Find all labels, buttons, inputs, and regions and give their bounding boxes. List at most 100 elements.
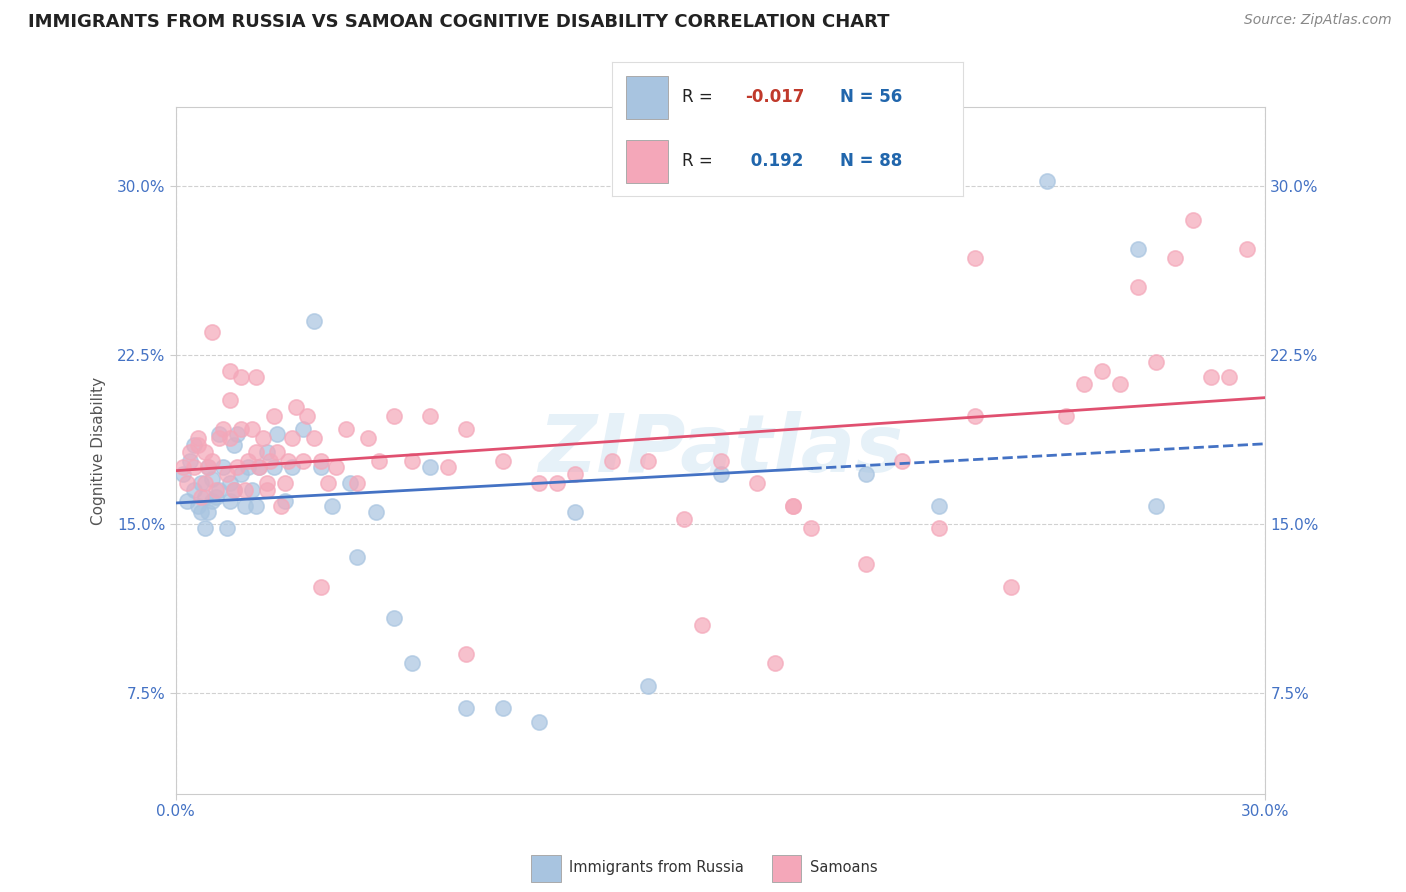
Point [231, 370, 253, 384]
Point [763, 657, 786, 671]
Point [212, 460, 235, 475]
Point [183, 438, 205, 452]
Point [263, 409, 285, 423]
Point [291, 422, 314, 436]
Point [256, 483, 278, 497]
Point [194, 521, 217, 535]
Point [1128, 242, 1150, 256]
Point [1054, 409, 1077, 423]
Text: 0.192: 0.192 [745, 153, 804, 170]
Point [190, 490, 212, 504]
Point [245, 444, 267, 458]
Point [222, 483, 245, 497]
Point [492, 701, 515, 715]
Point [928, 499, 950, 513]
Point [456, 701, 478, 715]
Point [855, 557, 877, 571]
Text: N = 88: N = 88 [841, 153, 903, 170]
Point [346, 550, 368, 565]
Point [928, 521, 950, 535]
Point [284, 400, 307, 414]
Point [564, 467, 586, 482]
Point [183, 483, 205, 497]
Point [190, 505, 212, 519]
Point [259, 453, 281, 467]
Point [179, 444, 201, 458]
Point [176, 494, 198, 508]
Text: R =: R = [682, 88, 718, 106]
Point [527, 714, 550, 729]
Point [215, 467, 238, 482]
Text: R =: R = [682, 153, 718, 170]
Point [401, 453, 423, 467]
Bar [626, 76, 668, 119]
Point [245, 370, 267, 384]
Point [546, 476, 568, 491]
Text: -0.017: -0.017 [745, 88, 804, 106]
Point [240, 422, 263, 436]
Point [368, 453, 391, 467]
Point [302, 314, 325, 328]
Text: Source: ZipAtlas.com: Source: ZipAtlas.com [1244, 13, 1392, 28]
Point [197, 460, 219, 475]
Point [201, 453, 224, 467]
Point [222, 438, 245, 452]
Point [277, 453, 299, 467]
Point [204, 490, 226, 504]
Point [194, 490, 217, 504]
Point [1146, 499, 1168, 513]
Point [256, 444, 278, 458]
Text: Samoans: Samoans [810, 860, 877, 875]
Point [437, 460, 460, 475]
Point [527, 476, 550, 491]
Point [263, 460, 285, 475]
Point [172, 460, 194, 475]
Point [710, 467, 733, 482]
Point [710, 453, 733, 467]
Point [172, 467, 194, 482]
Point [240, 483, 263, 497]
Point [1146, 354, 1168, 368]
Point [238, 453, 260, 467]
Point [1163, 251, 1185, 265]
Point [782, 499, 804, 513]
Point [325, 460, 347, 475]
Text: IMMIGRANTS FROM RUSSIA VS SAMOAN COGNITIVE DISABILITY CORRELATION CHART: IMMIGRANTS FROM RUSSIA VS SAMOAN COGNITI… [28, 13, 890, 31]
Point [197, 505, 219, 519]
Point [219, 476, 242, 491]
Point [231, 422, 253, 436]
Point [318, 476, 340, 491]
Point [456, 647, 478, 661]
Point [197, 460, 219, 475]
Point [339, 476, 361, 491]
Point [963, 251, 986, 265]
Point [309, 580, 332, 594]
Point [190, 476, 212, 491]
Point [226, 460, 249, 475]
Point [219, 431, 242, 445]
Point [256, 476, 278, 491]
Point [231, 467, 253, 482]
Point [963, 409, 986, 423]
Point [800, 521, 823, 535]
Point [302, 431, 325, 445]
Point [419, 409, 441, 423]
Point [1218, 370, 1240, 384]
Point [891, 453, 914, 467]
Point [194, 444, 217, 458]
Point [600, 453, 623, 467]
Point [782, 499, 804, 513]
Point [637, 453, 659, 467]
Point [1073, 377, 1095, 392]
Point [692, 618, 714, 632]
Point [357, 431, 380, 445]
Point [364, 505, 387, 519]
Point [208, 483, 231, 497]
Point [215, 521, 238, 535]
Point [204, 483, 226, 497]
Point [201, 325, 224, 339]
Point [1091, 363, 1114, 377]
Point [382, 611, 405, 625]
Point [176, 476, 198, 491]
Text: Immigrants from Russia: Immigrants from Russia [569, 860, 744, 875]
